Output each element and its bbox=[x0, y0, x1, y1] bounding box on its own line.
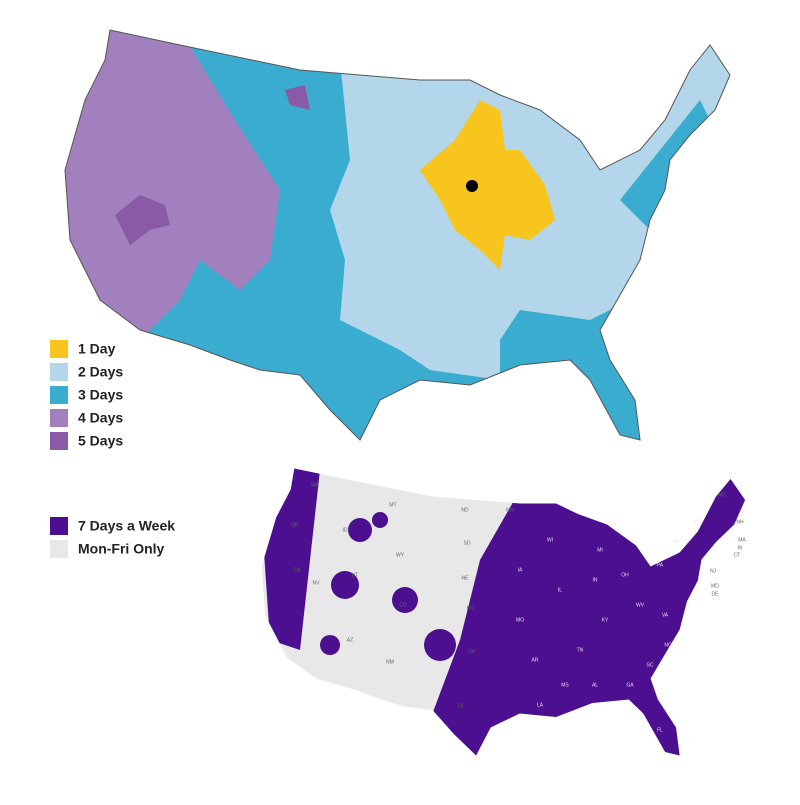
state-label: VA bbox=[662, 612, 669, 618]
region bbox=[261, 468, 746, 756]
legend-label: Mon-Fri Only bbox=[78, 541, 165, 557]
legend-label: 2 Days bbox=[78, 364, 123, 380]
state-label: NJ bbox=[710, 568, 717, 574]
region bbox=[424, 629, 456, 661]
state-label: NY bbox=[673, 539, 681, 545]
state-label: KY bbox=[602, 617, 609, 623]
region bbox=[320, 635, 340, 655]
state-label: AZ bbox=[347, 637, 353, 643]
state-label: ID bbox=[343, 527, 348, 533]
legend-label: 5 Days bbox=[78, 433, 123, 449]
region bbox=[115, 195, 170, 245]
state-label: LA bbox=[537, 702, 544, 708]
legend-swatch bbox=[50, 363, 68, 381]
state-label: GA bbox=[626, 682, 634, 688]
state-label: OR bbox=[291, 522, 299, 528]
legend-swatch bbox=[50, 540, 68, 558]
state-label: WY bbox=[396, 552, 405, 558]
state-label: NV bbox=[313, 580, 321, 586]
state-label: CO bbox=[399, 602, 407, 608]
state-label: MD bbox=[711, 583, 719, 589]
state-label: OK bbox=[468, 649, 476, 655]
origin-marker bbox=[466, 180, 478, 192]
state-label: IA bbox=[518, 567, 523, 573]
state-label: VT bbox=[694, 519, 700, 525]
legend-label: 4 Days bbox=[78, 410, 123, 426]
state-label: TX bbox=[457, 703, 464, 709]
state-label: CT bbox=[734, 552, 741, 558]
legend-swatch bbox=[50, 432, 68, 450]
state-label: IN bbox=[593, 577, 598, 583]
state-label: MS bbox=[561, 682, 569, 688]
region bbox=[348, 518, 372, 542]
state-label: AL bbox=[592, 682, 598, 688]
state-label: KS bbox=[467, 605, 474, 611]
legend-swatch bbox=[50, 340, 68, 358]
legend-label: 1 Day bbox=[78, 341, 116, 357]
state-label: UT bbox=[352, 572, 359, 578]
state-label: ME bbox=[718, 492, 726, 498]
region bbox=[285, 85, 310, 110]
state-label: IL bbox=[558, 587, 562, 593]
state-label: AR bbox=[532, 657, 539, 663]
state-label: NH bbox=[736, 519, 744, 525]
state-label: NE bbox=[462, 575, 470, 581]
state-label: MA bbox=[738, 537, 746, 543]
region bbox=[65, 30, 280, 340]
legend-swatch bbox=[50, 409, 68, 427]
state-label: TN bbox=[577, 647, 584, 653]
delivery-days-map bbox=[261, 468, 746, 756]
state-label: MI bbox=[597, 547, 603, 553]
state-label: OH bbox=[621, 572, 629, 578]
legend-label: 7 Days a Week bbox=[78, 518, 175, 534]
region bbox=[331, 571, 359, 599]
region bbox=[420, 100, 555, 270]
legend-swatch bbox=[50, 517, 68, 535]
state-label: FL bbox=[657, 727, 663, 733]
region bbox=[392, 587, 418, 613]
legend-label: 3 Days bbox=[78, 387, 123, 403]
state-label: SD bbox=[464, 540, 471, 546]
legends: 1 Day 2 Days 3 Days 4 Days 5 Days 7 Days a We… bbox=[50, 340, 175, 558]
state-label: PA bbox=[657, 562, 664, 568]
state-label: MO bbox=[516, 617, 524, 623]
state-label: NM bbox=[386, 659, 394, 665]
state-label: DE bbox=[712, 591, 720, 597]
state-label: MN bbox=[506, 507, 514, 513]
legend-swatch bbox=[50, 386, 68, 404]
state-label: CA bbox=[294, 567, 302, 573]
state-label: NC bbox=[664, 642, 672, 648]
state-label: WV bbox=[636, 602, 645, 608]
state-label: RI bbox=[738, 545, 743, 551]
state-label: MT bbox=[389, 502, 396, 508]
state-label: WI bbox=[547, 537, 553, 543]
state-label: ND bbox=[461, 507, 469, 513]
state-label: SC bbox=[647, 662, 654, 668]
region bbox=[372, 512, 388, 528]
state-labels: WA OR ID MT ND MN WY SD NE NV CA UT CO K… bbox=[291, 482, 746, 733]
state-label: WA bbox=[311, 482, 320, 488]
